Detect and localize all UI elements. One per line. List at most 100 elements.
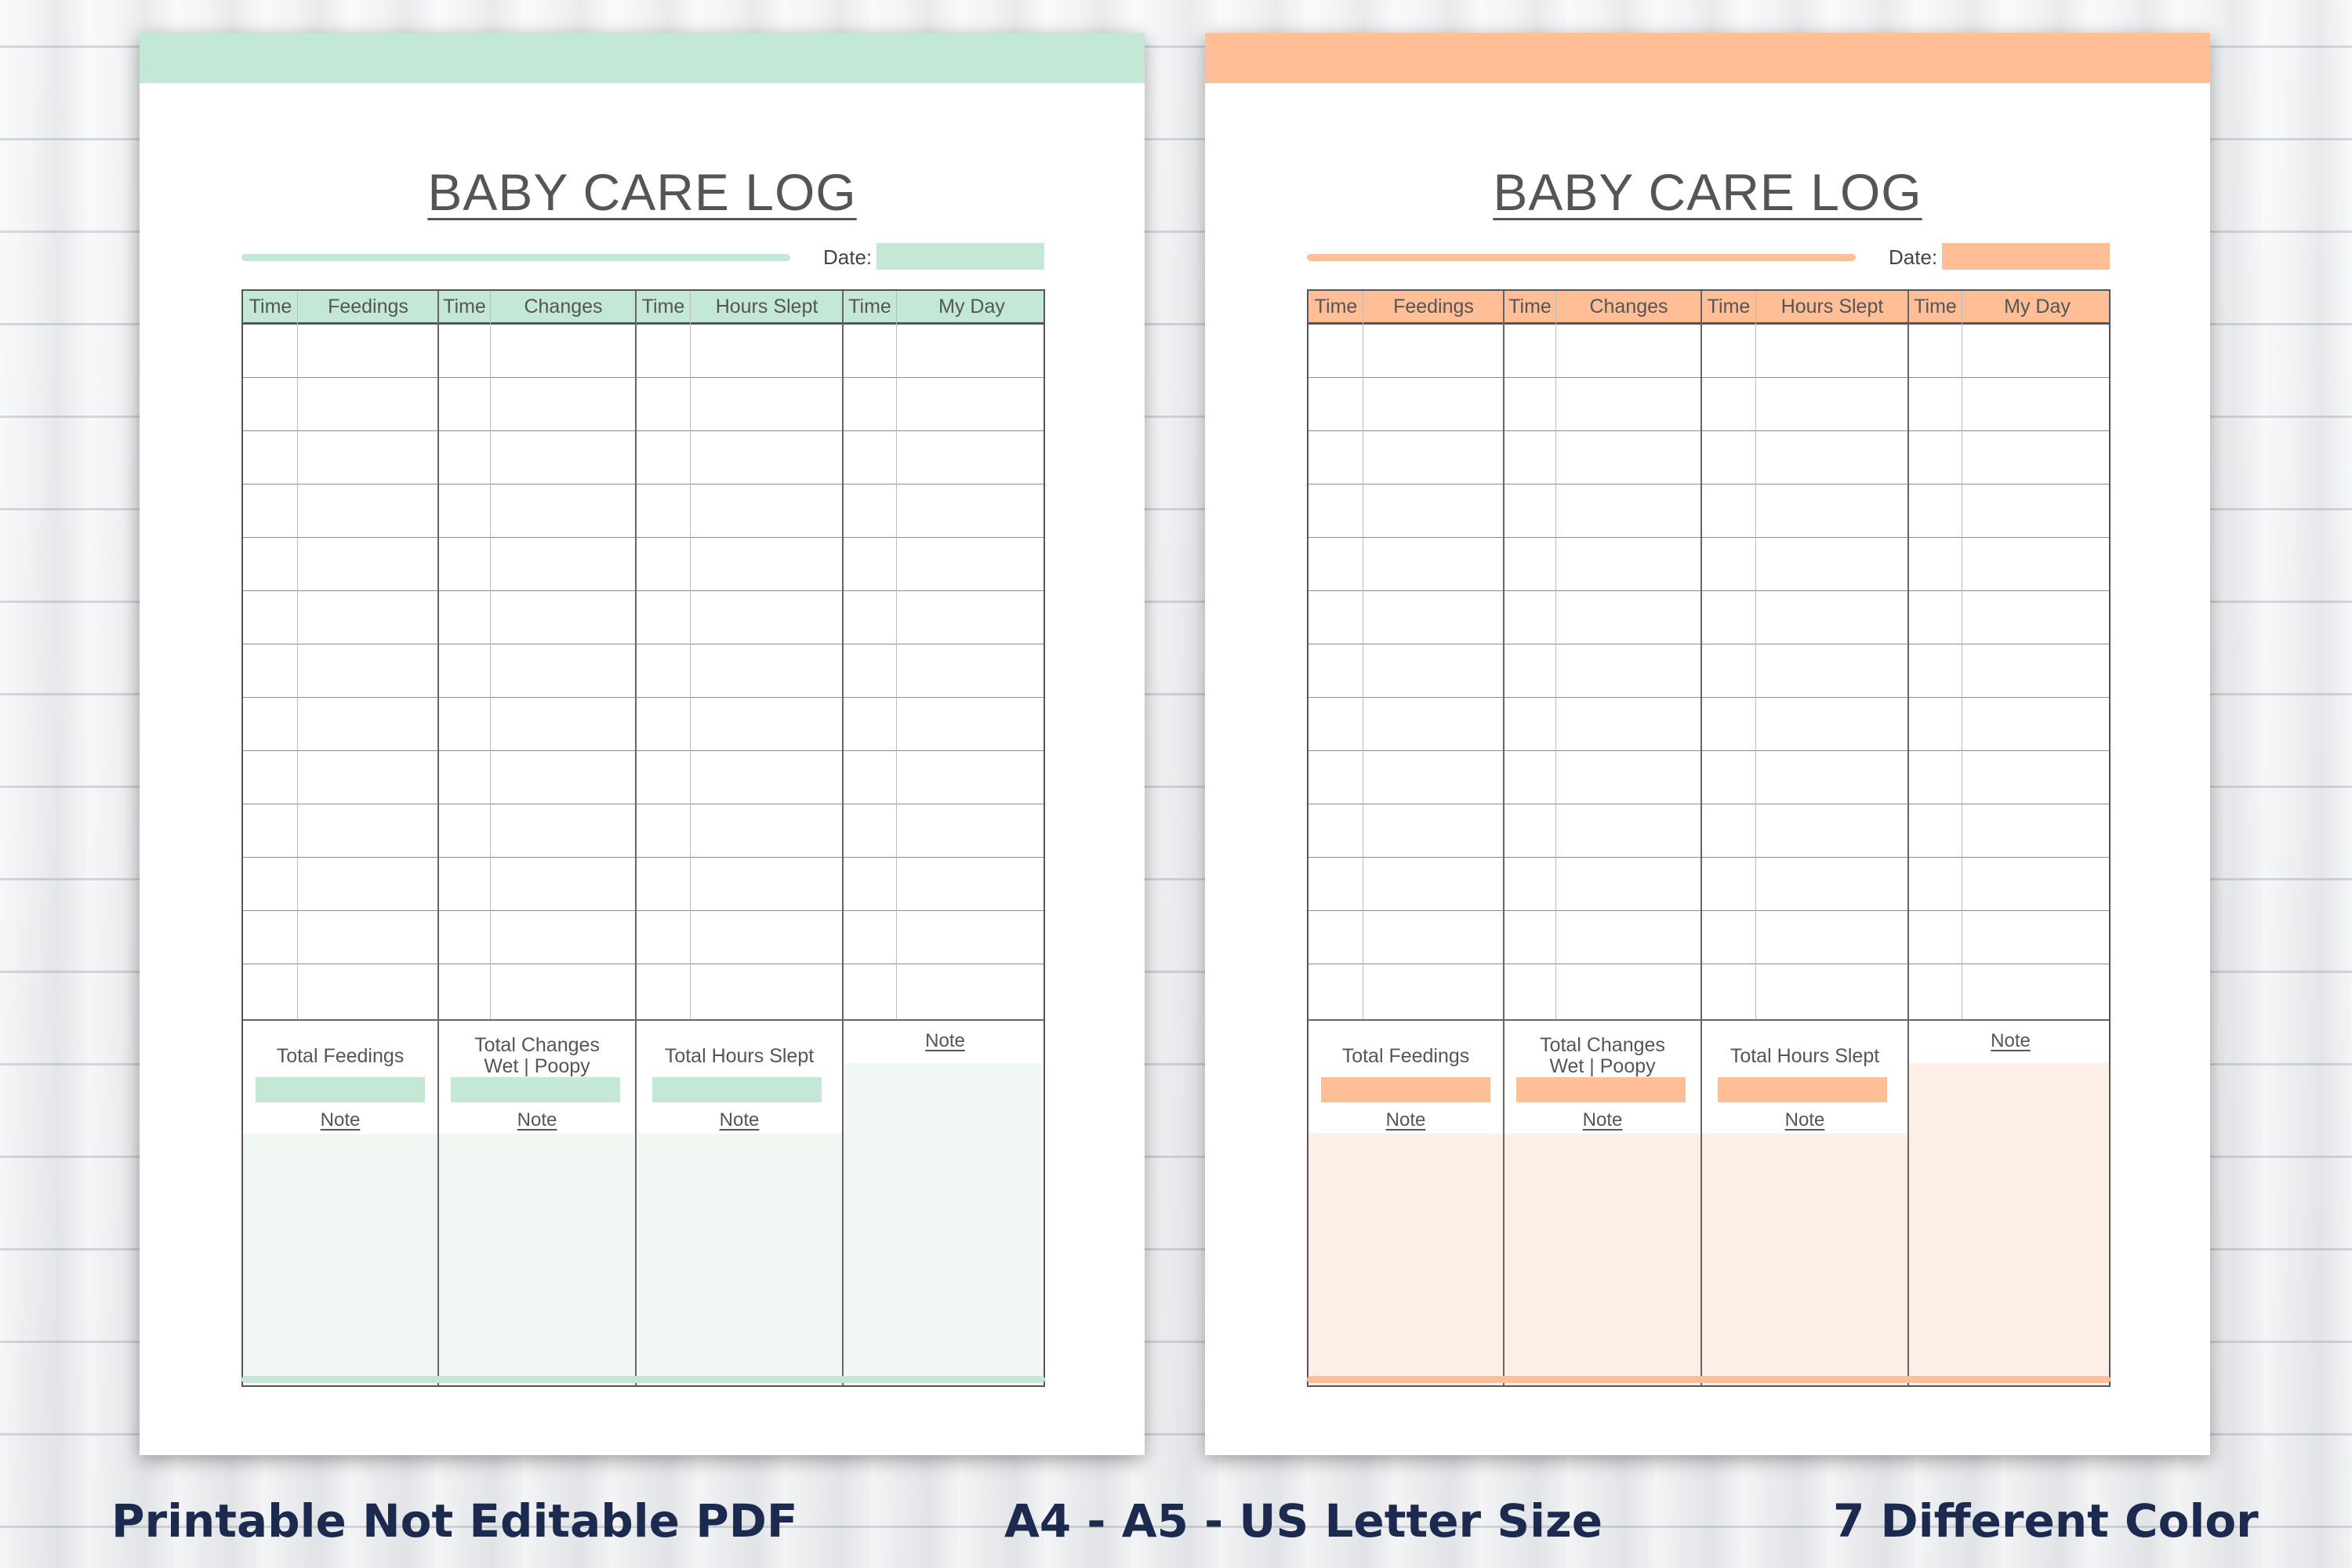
header-rule [243,322,1044,325]
total-hours-field[interactable] [1718,1077,1887,1102]
note-area-hours[interactable] [637,1134,842,1385]
table-row-line [243,590,1044,591]
column-divider [1755,291,1756,1021]
header-time-1: Time [249,296,292,318]
note-label: Note [925,1030,965,1051]
caption-printable: Printable Not Editable PDF [111,1494,798,1548]
table-row-line [243,430,1044,431]
bottom-divider [1307,1376,2111,1383]
column-divider [490,291,491,1021]
top-color-band [1205,33,2210,83]
header-time-2: Time [443,296,486,318]
table-row-line [1308,430,2109,431]
column-divider [896,291,897,1021]
table-row-line [1308,857,2109,858]
total-feedings-label: Total Feedings [276,1045,405,1067]
wet-poopy-label: Wet | Poopy [1549,1055,1656,1077]
header-time-4: Time [1914,296,1957,318]
caption-sizes: A4 - A5 - US Letter Size [1004,1494,1603,1548]
total-feedings-label: Total Feedings [1341,1045,1470,1067]
section-divider [1503,291,1504,1385]
note-label: Note [1582,1109,1623,1131]
totals-rule [1308,1019,2109,1021]
title-divider [1307,254,1856,261]
note-area-changes[interactable] [439,1134,635,1385]
header-my-day: My Day [938,296,1005,318]
page-peach: BABY CARE LOG Date: Time Feedings Time C… [1205,33,2210,1455]
table-row-line [1308,750,2109,751]
date-field[interactable] [877,243,1044,270]
table-row-line [243,484,1044,485]
table-row-line [1308,377,2109,378]
section-divider [842,291,844,1385]
note-label: Note [320,1109,361,1131]
note-label: Note [1784,1109,1825,1131]
note-label: Note [1991,1030,2031,1051]
page-title: BABY CARE LOG [1493,163,1922,221]
totals-rule [243,1019,1044,1021]
note-area-hours[interactable] [1702,1134,1907,1385]
table-header-background [1308,291,2109,322]
note-area-my-day[interactable] [844,1063,1044,1385]
header-my-day: My Day [2004,296,2071,318]
header-changes: Changes [1589,296,1668,318]
total-changes-field[interactable] [1516,1077,1686,1102]
section-divider [635,291,637,1385]
total-feedings-field[interactable] [1321,1077,1490,1102]
header-time-2: Time [1508,296,1552,318]
section-divider [437,291,439,1385]
table-row-line [1308,697,2109,698]
table-row-line [1308,590,2109,591]
total-changes-label: Total Changes [1540,1034,1665,1056]
header-feedings: Feedings [1393,296,1474,318]
note-label: Note [517,1109,557,1131]
total-hours-label: Total Hours Slept [664,1045,815,1067]
table-row-line [243,750,1044,751]
bottom-divider [241,1376,1045,1383]
note-label: Note [1385,1109,1426,1131]
header-hours-slept: Hours Slept [715,296,818,318]
header-time-1: Time [1314,296,1358,318]
header-hours-slept: Hours Slept [1780,296,1884,318]
header-changes: Changes [524,296,603,318]
table-row-line [1308,484,2109,485]
header-time-4: Time [848,296,891,318]
top-color-band [140,33,1145,83]
caption-colors: 7 Different Color [1833,1494,2259,1548]
table-row-line [243,697,1044,698]
total-changes-field[interactable] [451,1077,620,1102]
column-divider [297,291,298,1021]
header-feedings: Feedings [328,296,408,318]
total-feedings-field[interactable] [256,1077,425,1102]
section-divider [1700,291,1702,1385]
total-hours-field[interactable] [652,1077,822,1102]
note-area-feedings[interactable] [1308,1134,1503,1385]
column-divider [690,291,691,1021]
table-row-line [243,537,1044,538]
page-mint: BABY CARE LOG Date: Time Feedings Time C… [140,33,1145,1455]
title-divider [241,254,790,261]
header-time-3: Time [1707,296,1751,318]
total-hours-label: Total Hours Slept [1730,1045,1880,1067]
note-area-my-day[interactable] [1909,1063,2109,1385]
log-table: Time Feedings Time Changes Time Hours Sl… [1307,289,2111,1387]
note-area-feedings[interactable] [243,1134,437,1385]
table-row-line [243,377,1044,378]
header-rule [1308,322,2109,325]
date-field[interactable] [1942,243,2110,270]
date-label: Date: [1889,245,1938,269]
column-divider [1555,291,1556,1021]
page-title: BABY CARE LOG [427,163,857,221]
wet-poopy-label: Wet | Poopy [484,1055,590,1077]
table-row-line [1308,910,2109,911]
log-table: Time Feedings Time Changes Time Hours Sl… [241,289,1045,1387]
note-area-changes[interactable] [1504,1134,1700,1385]
table-header-background [243,291,1044,322]
table-row-line [1308,537,2109,538]
section-divider [1907,291,1909,1385]
table-row-line [243,857,1044,858]
note-label: Note [719,1109,760,1131]
total-changes-label: Total Changes [474,1034,600,1056]
header-time-3: Time [641,296,685,318]
table-row-line [243,910,1044,911]
